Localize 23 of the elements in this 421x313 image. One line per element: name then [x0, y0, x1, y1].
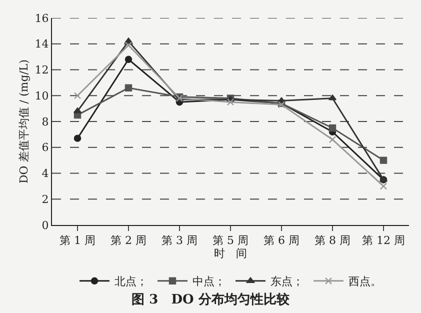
legend-label: 西点。	[348, 275, 382, 288]
x-axis-title: 时 间	[214, 247, 247, 260]
legend-label: 中点；	[192, 275, 226, 288]
y-tick-label: 12	[34, 64, 49, 77]
x-tick-label: 第 2 周	[110, 234, 146, 248]
y-tick-label: 6	[42, 141, 49, 154]
y-tick-label: 10	[34, 89, 49, 102]
x-tick-label: 第 1 周	[60, 234, 96, 248]
y-axis-title: DO 差值平均值 / (mg/L)	[17, 59, 30, 184]
x-tick-label: 第 5 周	[212, 234, 248, 248]
x-tick-label: 第 3 周	[162, 234, 198, 248]
x-tick-label: 第 6 周	[264, 234, 300, 248]
x-tick-label: 第 12 周	[362, 234, 405, 248]
x-tick-label: 第 8 周	[314, 234, 350, 248]
y-tick-label: 2	[42, 192, 49, 206]
y-tick-label: 0	[42, 218, 49, 232]
y-tick-label: 4	[42, 167, 49, 180]
legend-label: 北点；	[114, 275, 148, 288]
legend-label: 东点；	[270, 275, 304, 288]
y-tick-label: 14	[34, 38, 49, 51]
text: 图 3 DO 分布均匀性比较	[132, 292, 290, 308]
y-tick-label: 8	[42, 115, 49, 128]
y-tick-label: 16	[34, 12, 49, 25]
